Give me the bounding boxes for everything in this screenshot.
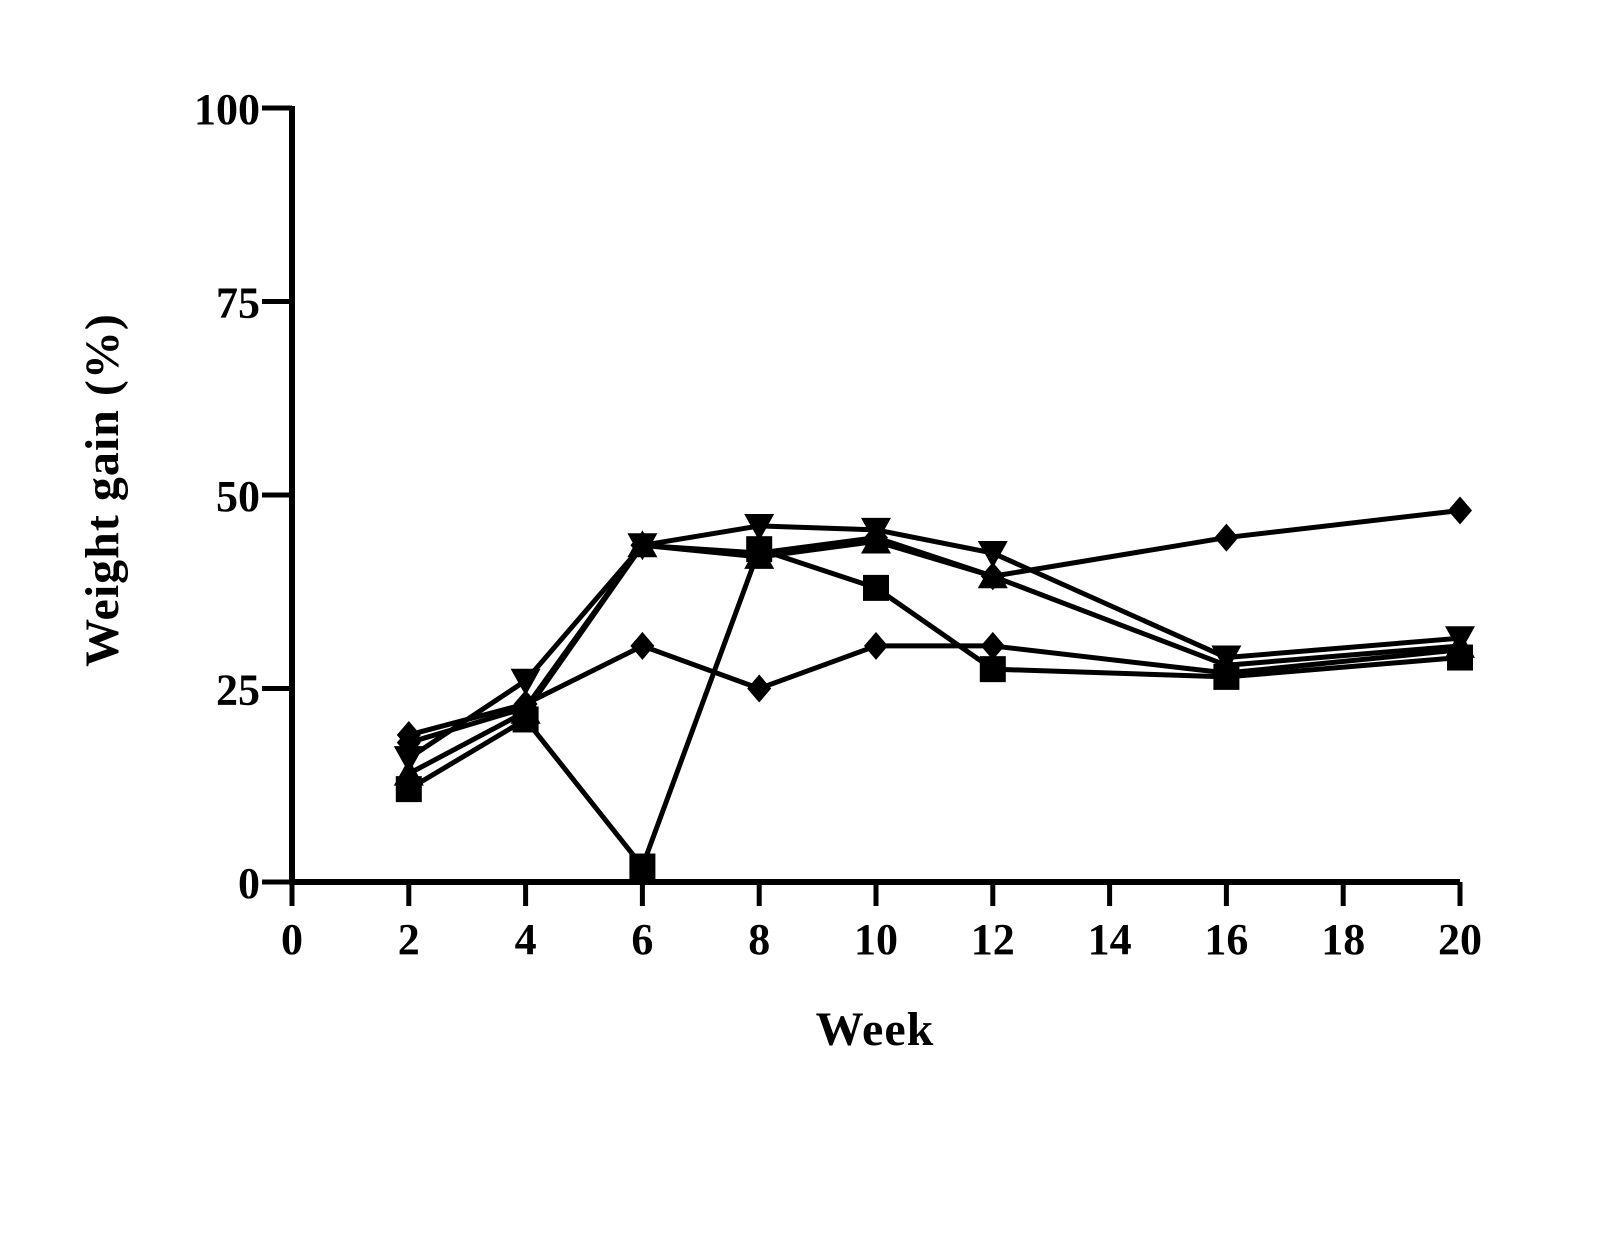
data-point xyxy=(630,531,655,560)
x-tick-label: 8 xyxy=(748,915,770,964)
data-point xyxy=(1448,496,1472,525)
y-tick-label: 100 xyxy=(194,85,260,134)
x-tick-label: 4 xyxy=(515,915,537,964)
y-tick-label: 75 xyxy=(216,279,260,328)
x-axis-title: Week xyxy=(816,1003,935,1056)
x-tick-label: 12 xyxy=(971,915,1015,964)
x-tick-label: 18 xyxy=(1321,915,1365,964)
y-tick-label: 50 xyxy=(216,472,260,521)
series-line xyxy=(408,643,1461,738)
x-tick-label: 0 xyxy=(281,915,303,964)
series-diamond-a xyxy=(396,631,1472,749)
data-point xyxy=(513,693,538,722)
data-point xyxy=(630,631,655,660)
axes: 0 2 4 6 8 10 12 14 16 18 20 0 25 50 75 100 xyxy=(194,85,1482,964)
data-point xyxy=(980,631,1005,660)
x-tick-label: 10 xyxy=(854,915,898,964)
data-point xyxy=(393,746,424,774)
data-point xyxy=(979,656,1006,683)
data-point xyxy=(744,513,775,541)
x-tick-label: 14 xyxy=(1088,915,1132,964)
series-square xyxy=(395,536,1473,880)
x-tick-label: 6 xyxy=(631,915,653,964)
x-tick-label: 2 xyxy=(398,915,420,964)
data-point xyxy=(396,728,421,757)
data-point xyxy=(864,523,888,552)
series-line xyxy=(408,507,1461,746)
data-point xyxy=(629,853,656,880)
data-point xyxy=(1448,635,1472,664)
series-triangle-up xyxy=(393,526,1475,786)
y-tick-label: 25 xyxy=(216,666,260,715)
data-point xyxy=(510,668,541,696)
data-point xyxy=(864,631,888,660)
series-line xyxy=(407,538,1461,776)
x-tick-label: 16 xyxy=(1204,915,1248,964)
x-tick-label: 20 xyxy=(1438,915,1482,964)
data-point xyxy=(980,562,1005,591)
data-point xyxy=(1214,523,1239,552)
y-tick-label: 0 xyxy=(238,859,260,908)
data-point xyxy=(863,574,889,601)
series-diamond-b xyxy=(396,496,1472,757)
data-point xyxy=(1214,659,1239,688)
y-axis-title: Weight gain (%) xyxy=(76,313,129,667)
series-line xyxy=(407,523,1461,761)
data-point xyxy=(747,539,772,568)
series-layer xyxy=(393,496,1475,880)
data-point xyxy=(977,541,1008,569)
series-line xyxy=(407,546,1461,870)
data-point xyxy=(747,674,772,703)
